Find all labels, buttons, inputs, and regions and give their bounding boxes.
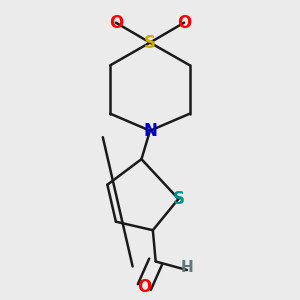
Text: O: O <box>137 278 152 296</box>
Text: S: S <box>172 190 184 208</box>
Text: O: O <box>177 14 191 32</box>
Text: O: O <box>109 14 123 32</box>
Text: S: S <box>144 34 156 52</box>
Text: N: N <box>143 122 157 140</box>
Text: H: H <box>181 260 193 275</box>
